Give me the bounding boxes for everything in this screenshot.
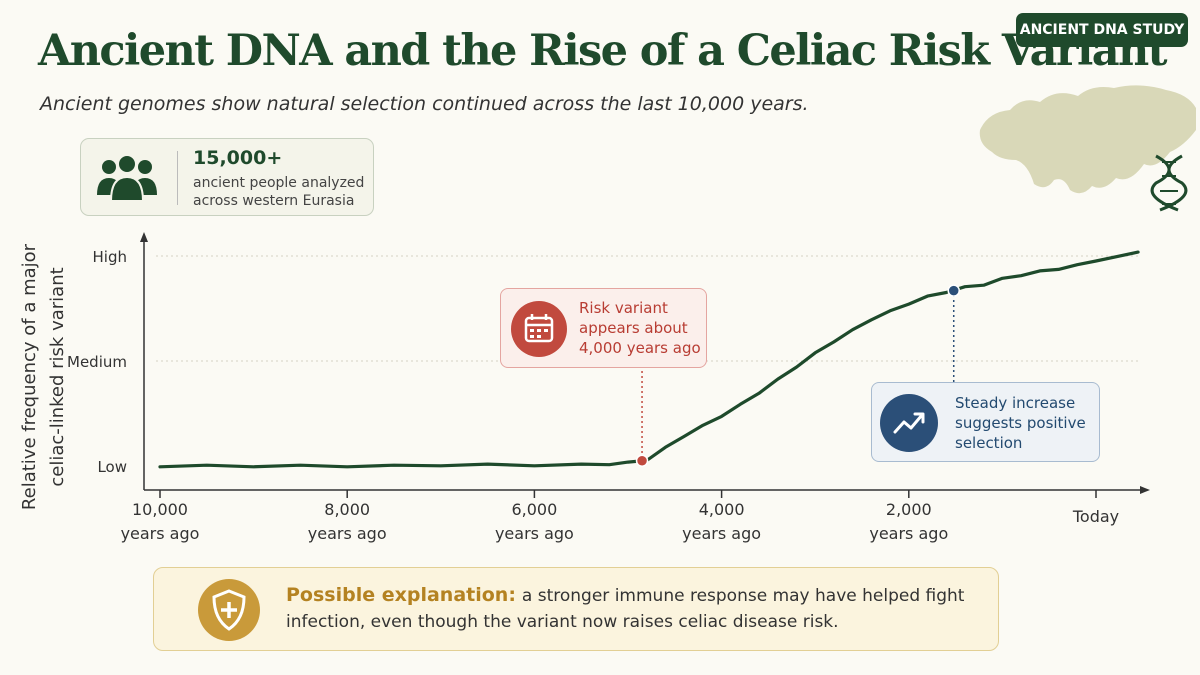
callout-variant-appears: Risk variant appears about 4,000 years a… (500, 288, 707, 368)
x-tick-label: years ago (682, 524, 761, 543)
data-point (635, 454, 649, 467)
people-group-icon (97, 154, 157, 202)
callout-steady-increase: Steady increase suggests positive select… (871, 382, 1100, 462)
callout-line: appears about (579, 319, 688, 337)
study-badge: ANCIENT DNA STUDY (1016, 13, 1188, 47)
x-tick-label: years ago (495, 524, 574, 543)
data-point (947, 284, 960, 297)
callout-line: Steady increase (955, 394, 1076, 412)
x-tick-label: years ago (869, 524, 948, 543)
sample-size-card: 15,000+ ancient people analyzed across w… (80, 138, 374, 216)
y-tick-label: High (93, 248, 127, 266)
explanation-box: Possible explanation: a stronger immune r… (153, 567, 999, 651)
page-subtitle: Ancient genomes show natural selection c… (40, 93, 809, 115)
stat-desc-line2: across western Eurasia (193, 193, 355, 209)
x-axis-arrow (1140, 486, 1150, 494)
callout-steady-increase-text: Steady increase suggests positive select… (955, 393, 1095, 453)
y-axis-arrow (140, 232, 148, 242)
stat-description: ancient people analyzed across western E… (193, 174, 373, 210)
x-tick-label: Today (1072, 507, 1119, 526)
x-tick-label: years ago (121, 524, 200, 543)
y-tick-label: Low (97, 458, 127, 476)
trend-up-icon (880, 394, 938, 452)
y-tick-label: Medium (67, 353, 127, 371)
dna-helix-icon (1150, 154, 1188, 212)
y-axis-label: celiac-linked risk variant (47, 267, 68, 486)
explanation-body: a stronger immune response may have help… (286, 586, 965, 632)
callout-line: selection (955, 434, 1023, 452)
explanation-lead: Possible explanation: (286, 584, 516, 606)
page-title: Ancient DNA and the Rise of a Celiac Ris… (38, 26, 1167, 76)
callout-line: suggests positive (955, 414, 1086, 432)
shield-plus-icon (198, 579, 260, 641)
callout-line: 4,000 years ago (579, 339, 701, 357)
callout-line: Risk variant (579, 299, 668, 317)
y-axis-label: Relative frequency of a major (19, 243, 40, 510)
x-tick-label: 2,000 (886, 500, 932, 519)
eurasia-map-icon (979, 85, 1196, 194)
x-tick-label: 4,000 (699, 500, 745, 519)
stat-value: 15,000+ (193, 147, 283, 169)
calendar-icon (511, 301, 567, 357)
x-tick-label: 6,000 (511, 500, 557, 519)
x-tick-label: years ago (308, 524, 387, 543)
callout-variant-appears-text: Risk variant appears about 4,000 years a… (579, 298, 704, 358)
stat-desc-line1: ancient people analyzed (193, 175, 365, 191)
x-tick-label: 8,000 (324, 500, 370, 519)
stat-divider (177, 151, 178, 205)
explanation-text: Possible explanation: a stronger immune r… (286, 582, 986, 635)
x-tick-label: 10,000 (132, 500, 188, 519)
